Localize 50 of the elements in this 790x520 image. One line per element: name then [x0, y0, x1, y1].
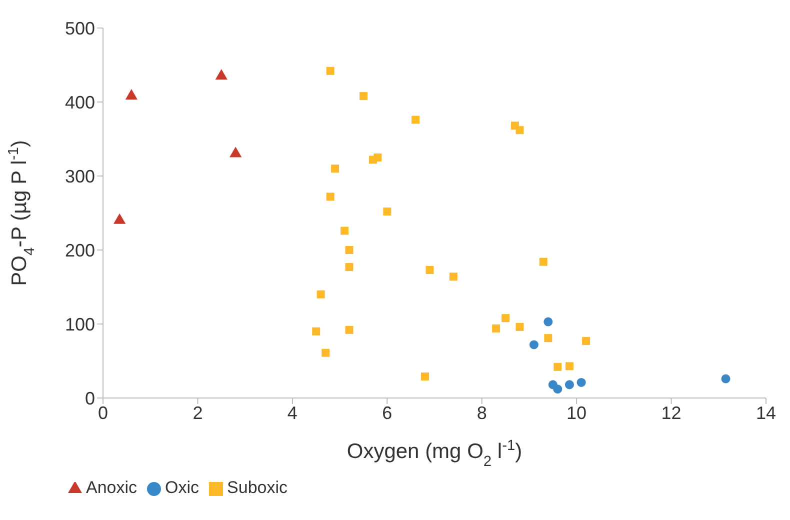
point — [426, 266, 434, 274]
legend-label: Anoxic — [86, 478, 138, 497]
x-tick-label: 0 — [98, 402, 108, 423]
point — [383, 208, 392, 216]
point — [553, 384, 562, 394]
point — [721, 374, 730, 384]
point — [326, 192, 334, 201]
point — [582, 337, 590, 346]
y-tick-label: 300 — [64, 166, 95, 186]
point — [322, 348, 330, 357]
point — [331, 164, 340, 173]
point — [326, 66, 334, 75]
x-tick-label: 2 — [192, 402, 203, 423]
y-tick-label: 100 — [64, 314, 95, 334]
point — [345, 263, 354, 272]
x-tick-label: 14 — [756, 402, 776, 423]
x-tick-label: 6 — [382, 402, 392, 423]
point — [374, 154, 382, 162]
x-tick-label: 8 — [476, 402, 487, 423]
point — [345, 246, 354, 254]
point — [312, 327, 320, 336]
legend-label: Oxic — [165, 478, 200, 497]
x-tick-label: 4 — [287, 402, 298, 423]
point — [565, 362, 574, 370]
y-tick-label: 0 — [84, 388, 95, 408]
x-axis-title: Oxygen (mg O$_{2}$ l$^{-1}$) — [346, 438, 522, 470]
point — [359, 92, 368, 100]
point — [492, 324, 500, 332]
point — [576, 378, 586, 387]
point — [502, 314, 510, 322]
point — [516, 322, 524, 331]
point — [345, 326, 354, 334]
point — [554, 362, 562, 371]
y-tick-label: 400 — [64, 92, 95, 112]
point — [539, 258, 548, 266]
y-tick-label: 500 — [64, 18, 95, 38]
point — [316, 290, 325, 298]
point — [421, 372, 430, 381]
point — [529, 340, 538, 350]
x-tick-label: 12 — [661, 402, 682, 423]
x-tick-label: 10 — [566, 402, 587, 423]
point — [516, 126, 524, 134]
point — [544, 334, 552, 342]
point — [564, 380, 574, 390]
legend-label: Suboxic — [227, 478, 288, 497]
y-tick-label: 200 — [64, 240, 95, 260]
point — [340, 226, 349, 235]
point — [449, 272, 458, 281]
point — [544, 317, 553, 326]
point — [412, 116, 420, 124]
